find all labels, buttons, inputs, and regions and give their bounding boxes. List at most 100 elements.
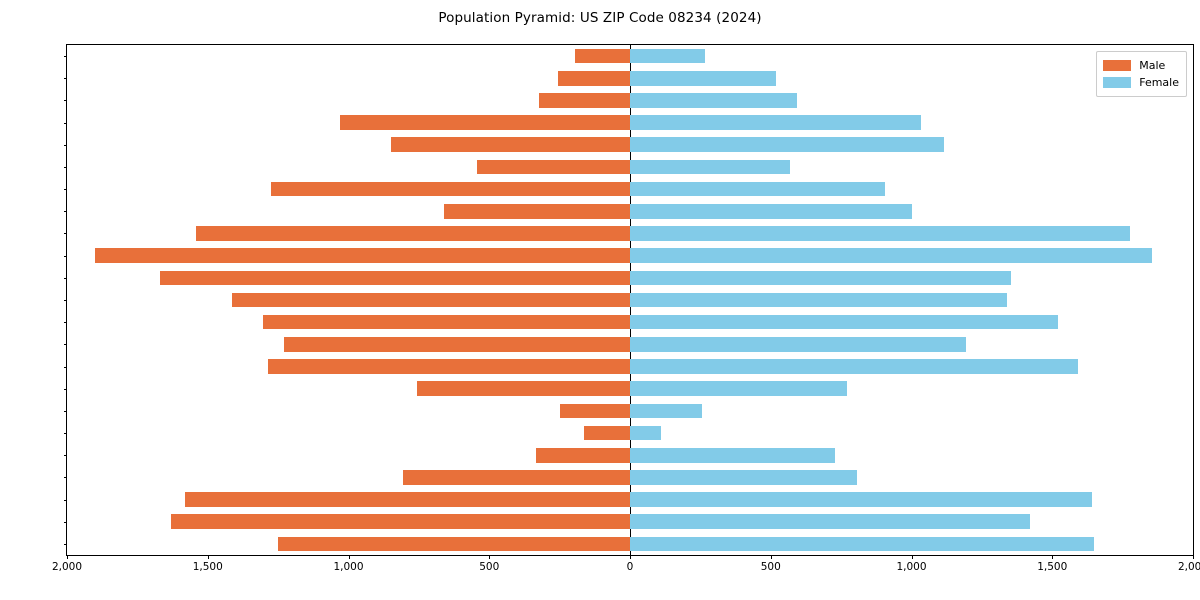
x-tick-label: 1,000 <box>896 561 927 573</box>
bar-female-67-69 <box>630 137 944 153</box>
x-tick-label: 0 <box>626 561 634 573</box>
bar-row <box>67 93 1193 108</box>
x-tick-mark <box>911 555 913 559</box>
bar-male-under-5 <box>278 536 630 552</box>
x-tick-label: 2,000 <box>51 561 83 573</box>
bar-male-75-79 <box>538 93 630 108</box>
bar-male-10-14 <box>185 492 630 507</box>
bar-female-75-79 <box>630 93 798 108</box>
bar-male-30-34 <box>283 337 630 352</box>
y-tick-mark <box>63 277 67 279</box>
x-tick-label: 1,500 <box>192 561 223 573</box>
x-tick-mark <box>770 555 772 559</box>
legend-label-female: Female <box>1139 76 1179 89</box>
y-tick-mark <box>63 255 67 257</box>
chart-legend: Male Female <box>1096 51 1187 97</box>
bar-female-50-54 <box>630 248 1153 263</box>
legend-label-male: Male <box>1139 59 1166 72</box>
bar-female-22-24 <box>630 381 847 396</box>
bar-row <box>67 425 1193 441</box>
bar-row <box>67 159 1193 175</box>
y-tick-mark <box>63 433 67 435</box>
y-tick-mark <box>63 344 67 346</box>
plot-inner: 85+80-8475-7970-7467-6965-6662-6460-6155… <box>52 45 1200 573</box>
y-tick-mark <box>63 211 67 213</box>
y-tick-mark <box>63 410 67 412</box>
bar-male-62-64 <box>271 181 630 197</box>
bar-male-55-59 <box>196 226 630 241</box>
bar-female-40-44 <box>630 292 1008 308</box>
y-tick-mark <box>63 366 67 368</box>
bar-male-50-54 <box>95 248 630 263</box>
bar-female-65-66 <box>630 159 791 175</box>
y-tick-mark <box>63 56 67 58</box>
bar-row <box>67 248 1193 263</box>
plot-area: 85+80-8475-7970-7467-6965-6662-6460-6155… <box>52 44 1200 573</box>
bar-row <box>67 381 1193 396</box>
x-tick-mark <box>207 555 209 559</box>
x-tick-label: 500 <box>479 561 500 573</box>
x-tick-mark <box>348 555 350 559</box>
bar-male-35-39 <box>262 314 630 330</box>
bar-male-67-69 <box>390 137 630 153</box>
bar-female-80-84 <box>630 70 777 86</box>
bar-male-85- <box>575 48 630 64</box>
x-tick-mark <box>1052 555 1054 559</box>
bar-female-25-29 <box>630 359 1078 374</box>
y-tick-mark <box>63 144 67 146</box>
bar-female-60-61 <box>630 203 912 219</box>
bar-row <box>67 492 1193 507</box>
bar-row <box>67 226 1193 241</box>
bar-row <box>67 314 1193 330</box>
bar-male-22-24 <box>417 381 630 396</box>
bar-row <box>67 203 1193 219</box>
bar-female-under-5 <box>630 536 1095 552</box>
bar-male-60-61 <box>444 203 630 219</box>
x-tick-mark <box>1193 555 1194 559</box>
y-tick-mark <box>63 122 67 124</box>
bar-female-20 <box>630 425 661 441</box>
bar-male-45-49 <box>159 270 630 286</box>
legend-entry-male[interactable]: Male <box>1103 57 1179 74</box>
bar-male-80-84 <box>558 70 630 86</box>
y-tick-mark <box>63 477 67 479</box>
y-tick-mark <box>63 100 67 102</box>
y-tick-mark <box>63 233 67 235</box>
y-tick-mark <box>63 189 67 191</box>
legend-swatch-female <box>1103 77 1132 88</box>
x-tick-label: 1,000 <box>333 561 364 573</box>
bar-female-21 <box>630 403 702 419</box>
x-tick-label: 500 <box>760 561 781 573</box>
bar-row <box>67 447 1193 463</box>
bar-male-70-74 <box>340 115 630 130</box>
bar-male-21 <box>559 403 630 419</box>
y-tick-mark <box>63 166 67 168</box>
bar-female-55-59 <box>630 226 1130 241</box>
bar-row <box>67 270 1193 286</box>
bar-row <box>67 470 1193 485</box>
bar-male-25-29 <box>268 359 630 374</box>
x-tick-mark <box>489 555 491 559</box>
y-tick-mark <box>63 543 67 545</box>
x-tick-mark <box>67 555 68 559</box>
bar-row <box>67 137 1193 153</box>
bar-female-62-64 <box>630 181 885 197</box>
bar-row <box>67 536 1193 552</box>
y-tick-mark <box>63 388 67 390</box>
y-tick-mark <box>63 499 67 501</box>
y-tick-mark <box>63 455 67 457</box>
bar-male-18-19 <box>535 447 630 463</box>
bar-row <box>67 292 1193 308</box>
bar-male-5-9 <box>171 514 630 530</box>
legend-swatch-male <box>1103 60 1132 71</box>
x-tick-mark <box>630 555 631 559</box>
y-tick-mark <box>63 300 67 301</box>
legend-entry-female[interactable]: Female <box>1103 74 1179 91</box>
bar-row <box>67 181 1193 197</box>
bar-female-15-17 <box>630 470 857 485</box>
bar-male-65-66 <box>476 159 630 175</box>
bar-female-30-34 <box>630 337 967 352</box>
bar-row <box>67 514 1193 530</box>
bar-male-40-44 <box>231 292 630 308</box>
